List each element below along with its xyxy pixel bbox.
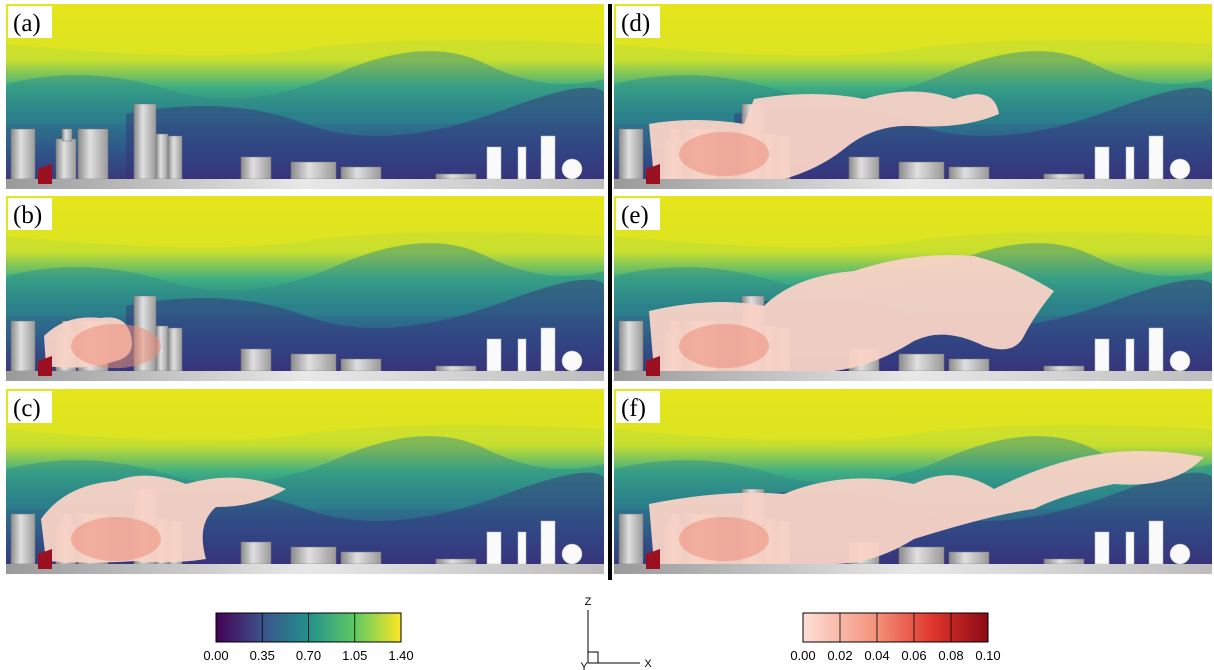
label-box [616, 6, 660, 38]
label-box [616, 391, 660, 423]
tick-label: 0.10 [975, 648, 1000, 663]
colorbar [802, 612, 989, 643]
tick-label: 1.40 [388, 648, 413, 663]
label-box [8, 391, 52, 423]
panel: (d) [614, 4, 1212, 189]
tick-label: 0.70 [296, 648, 321, 663]
panel-label: (a) [13, 10, 41, 37]
label-box [8, 198, 52, 230]
label-box [8, 6, 52, 38]
panel-label: (f) [621, 395, 646, 422]
plume-core [71, 517, 161, 561]
plume-core [679, 132, 769, 176]
source [646, 164, 660, 184]
tick-label: 0.08 [938, 648, 963, 663]
source [646, 356, 660, 376]
simulation-field [6, 4, 604, 189]
axis-label: X [644, 658, 652, 670]
axis-triad [587, 610, 640, 664]
tick-label: 0.04 [864, 648, 889, 663]
tick-label: 0.00 [790, 648, 815, 663]
source [38, 549, 52, 569]
axis-label: Y [580, 661, 588, 670]
plume [649, 450, 1204, 564]
tick-label: 0.00 [203, 648, 228, 663]
panel: (b) [6, 196, 604, 381]
tick-label: 1.05 [342, 648, 367, 663]
source [38, 356, 52, 376]
panel-label: (b) [13, 202, 42, 229]
axis-label: Z [585, 596, 592, 608]
source [38, 164, 52, 184]
plume-core [679, 517, 769, 561]
tick-label: 0.06 [901, 648, 926, 663]
source [646, 549, 660, 569]
plume-core [71, 324, 161, 368]
plume-core [679, 324, 769, 368]
panel-label: (c) [13, 395, 41, 422]
panel-label: (d) [621, 10, 650, 37]
label-box [616, 198, 660, 230]
panel: (f) [614, 389, 1212, 574]
panel: (e) [614, 196, 1212, 381]
tick-label: 0.02 [827, 648, 852, 663]
panel: (c) [6, 389, 604, 574]
panel-label: (e) [621, 202, 649, 229]
panel: (a) [6, 4, 604, 189]
tick-label: 0.35 [250, 648, 275, 663]
